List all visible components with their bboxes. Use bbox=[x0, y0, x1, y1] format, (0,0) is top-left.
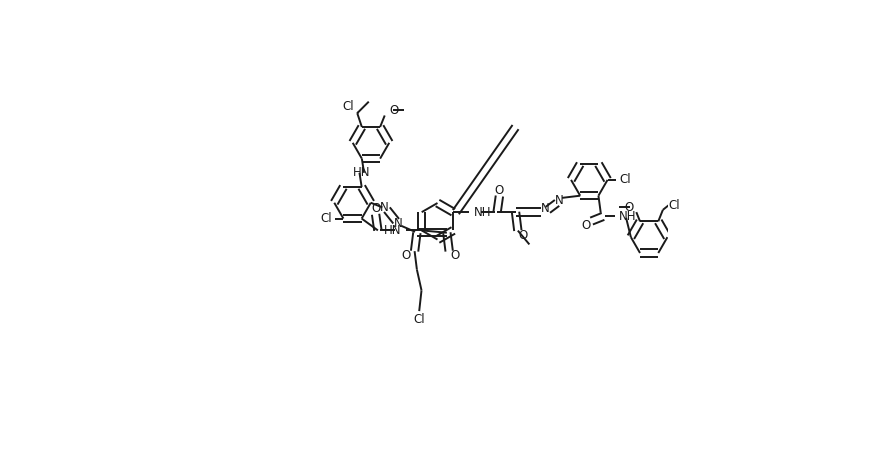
Text: O: O bbox=[389, 104, 399, 118]
Text: Cl: Cl bbox=[413, 313, 425, 326]
Text: N: N bbox=[394, 217, 402, 230]
Text: O: O bbox=[625, 201, 634, 214]
Text: O: O bbox=[519, 229, 528, 242]
Text: NH: NH bbox=[474, 206, 492, 219]
Text: Cl: Cl bbox=[620, 173, 631, 186]
Text: O: O bbox=[494, 184, 504, 197]
Text: O: O bbox=[371, 202, 381, 215]
Text: N: N bbox=[555, 194, 564, 207]
Text: Cl: Cl bbox=[320, 212, 332, 225]
Text: O: O bbox=[402, 249, 411, 262]
Text: Cl: Cl bbox=[668, 199, 680, 212]
Text: N: N bbox=[381, 201, 389, 214]
Text: N: N bbox=[541, 202, 550, 215]
Text: HN: HN bbox=[383, 224, 401, 237]
Text: Cl: Cl bbox=[342, 100, 354, 113]
Text: NH: NH bbox=[620, 210, 637, 223]
Text: HN: HN bbox=[353, 166, 370, 179]
Text: O: O bbox=[450, 249, 459, 262]
Text: O: O bbox=[581, 219, 591, 232]
